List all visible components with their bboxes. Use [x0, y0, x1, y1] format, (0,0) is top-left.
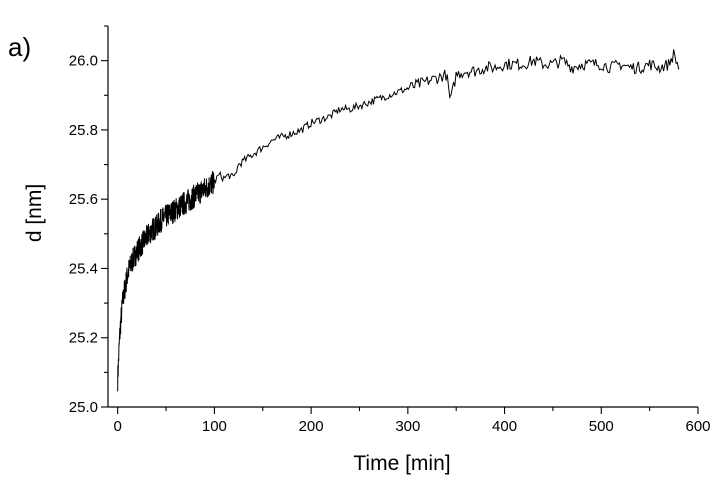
panel-label: a)	[8, 32, 31, 62]
y-axis-title: d [nm]	[23, 184, 46, 242]
y-tick-label: 25.6	[69, 191, 98, 208]
y-tick-label: 26.0	[69, 53, 98, 70]
y-axis-ticks: 25.0 25.2 25.4 25.6 25.8 26.0	[69, 25, 108, 416]
y-tick-label: 25.0	[69, 399, 98, 416]
x-axis-title: Time [min]	[353, 452, 450, 475]
y-tick-label: 25.8	[69, 122, 98, 139]
axes: 0 100 200 300 400 500 600 25.0 25.2 25.4 25.6 25.8…	[69, 25, 711, 435]
plot-area	[117, 49, 680, 392]
y-tick-label: 25.2	[69, 330, 98, 347]
x-axis-ticks: 0 100 200 300 400 500 600	[114, 407, 711, 435]
x-tick-label: 300	[395, 418, 420, 435]
x-tick-label: 200	[299, 418, 324, 435]
x-tick-label: 600	[685, 418, 710, 435]
x-tick-label: 500	[589, 418, 614, 435]
x-tick-label: 400	[492, 418, 517, 435]
data-series-line	[117, 49, 680, 392]
x-tick-label: 100	[202, 418, 227, 435]
y-tick-label: 25.4	[69, 260, 98, 277]
x-tick-label: 0	[114, 418, 122, 435]
